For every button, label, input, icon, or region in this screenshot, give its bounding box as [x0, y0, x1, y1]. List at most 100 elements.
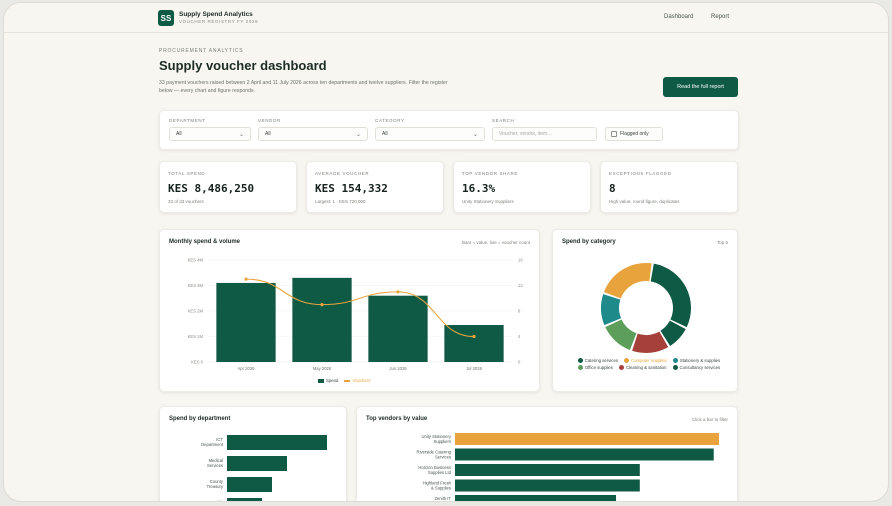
page-eyebrow: PROCUREMENT ANALYTICS	[159, 48, 244, 54]
search-filter-label: SEARCH	[492, 118, 515, 123]
legend-label: Catering services	[584, 358, 618, 363]
category-slice[interactable]	[660, 320, 686, 346]
department-select-value: All	[176, 131, 182, 137]
legend-dot	[624, 358, 629, 363]
department-bar[interactable]	[227, 456, 287, 471]
read-full-report-button[interactable]: Read the full report	[663, 77, 738, 97]
voucher-count-line	[245, 278, 475, 338]
app-title: Supply Spend Analytics	[179, 11, 253, 18]
x-tick-label: Apr 2026	[238, 366, 256, 371]
monthly-spend-note: Bars = value, line = voucher count	[461, 240, 530, 245]
y-tick-label: KES 2M	[188, 309, 204, 314]
vendor-bar[interactable]	[455, 479, 640, 492]
nav-dashboard-link[interactable]: Dashboard	[664, 14, 694, 20]
legend-vouchers: Vouchers	[344, 378, 370, 383]
kpi-label: EXCEPTIONS FLAGGED	[609, 171, 672, 176]
category-slice[interactable]	[632, 331, 669, 353]
legend-label: Stationery & supplies	[679, 358, 721, 363]
kpi-subtext: 33 of 33 vouchers	[168, 199, 204, 204]
voucher-count-point[interactable]	[396, 290, 400, 294]
y2-tick-label: 4	[518, 334, 521, 339]
category-select-value: All	[382, 131, 388, 137]
department-filter-label: DEPARTMENT	[169, 118, 206, 123]
kpi-value: KES 154,332	[315, 182, 388, 195]
category-filter-label: CATEGORY	[375, 118, 405, 123]
kpi-value: KES 8,486,250	[168, 182, 255, 195]
voucher-count-point[interactable]	[472, 334, 476, 339]
y-tick-label: KES 0	[191, 360, 204, 365]
department-label: PublicWorks	[211, 500, 223, 502]
legend-label: Consultancy services	[679, 365, 721, 370]
legend-swatch	[344, 379, 351, 382]
department-bar[interactable]	[227, 498, 262, 502]
category-donut-chart	[601, 263, 691, 353]
legend-dot	[672, 358, 678, 363]
vendor-select-value: All	[265, 131, 271, 137]
legend-swatch	[318, 378, 324, 383]
x-tick-label: Jul 2026	[466, 366, 483, 371]
monthly-spend-card: Monthly spend & volume Bars = value, lin…	[159, 229, 540, 392]
legend-label: Office supplies	[584, 365, 613, 370]
monthly-spend-chart: KES 0 KES 1M KES 2M KES 3M KES 4M 0 4 8 12 16 Apr …	[188, 258, 524, 372]
kpi-label: TOP VENDOR SHARE	[462, 171, 518, 176]
vendor-bar[interactable]	[455, 448, 714, 461]
category-legend-item: Stationery & supplies	[672, 358, 721, 363]
y2-tick-label: 8	[518, 309, 521, 314]
spend-bar[interactable]	[292, 277, 352, 362]
y-tick-label: KES 3M	[188, 283, 204, 288]
chevron-down-icon: ⌄	[355, 131, 361, 138]
flagged-only-checkbox[interactable]: Flagged only	[605, 127, 663, 141]
department-spend-title: Spend by department	[169, 416, 231, 422]
kpi-subtext: Unity Stationery Suppliers	[462, 199, 514, 204]
top-vendors-title: Top vendors by value	[366, 416, 428, 422]
spend-bar[interactable]	[368, 295, 428, 362]
category-legend-item: Catering services	[577, 358, 618, 363]
voucher-count-point[interactable]	[244, 277, 248, 281]
voucher-count-point[interactable]	[320, 303, 324, 307]
vendor-bar[interactable]	[455, 495, 617, 502]
department-select[interactable]: All ⌄	[169, 127, 251, 141]
kpi-label: AVERAGE VOUCHER	[315, 171, 370, 176]
category-spend-note: Top 6	[716, 240, 728, 245]
top-navigation-bar: SS Supply Spend Analytics VOUCHER REGIST…	[4, 3, 888, 33]
top-vendors-note[interactable]: Click a bar to filter	[691, 417, 728, 422]
category-legend: Catering services Computer supplies Statio…	[569, 358, 729, 370]
kpi-subtext: High value, round figure, duplicates	[609, 199, 680, 204]
department-bar[interactable]	[227, 477, 272, 492]
top-vendors-card: Top vendors by value Click a bar to filt…	[356, 406, 738, 502]
category-slice[interactable]	[601, 294, 622, 326]
legend-dot	[577, 365, 583, 370]
vendor-bar[interactable]	[455, 464, 640, 476]
category-slice[interactable]	[605, 319, 637, 351]
y2-tick-label: 0	[518, 360, 521, 365]
x-tick-label: Jun 2026	[389, 366, 407, 371]
legend-label: Vouchers	[352, 378, 371, 383]
kpi-subtext: Largest: 1 · KES 720,000	[315, 199, 366, 204]
category-spend-card: Spend by category Top 6 Catering service…	[552, 229, 738, 392]
category-slice[interactable]	[650, 263, 691, 328]
department-bar[interactable]	[227, 435, 327, 450]
vendor-select[interactable]: All ⌄	[258, 127, 368, 141]
department-bar-chart: ICT Department Medical Services County Treasu…	[201, 435, 327, 502]
kpi-value: 8	[609, 182, 616, 195]
category-slice[interactable]	[603, 263, 652, 299]
vendor-label: Horizon Business Supplies Ltd	[418, 465, 451, 475]
y-tick-label: KES 1M	[188, 334, 204, 339]
vendor-label: Highland Fresh & Supplies	[423, 481, 452, 491]
department-label: ICT Department	[201, 437, 224, 447]
search-input[interactable]: Voucher, vendor, item…	[492, 127, 597, 141]
app-logo: SS	[158, 10, 174, 26]
x-tick-label: May 2026	[313, 366, 332, 371]
y2-tick-label: 16	[518, 258, 523, 263]
monthly-legend: Spend Vouchers	[318, 378, 370, 383]
app-window: SS Supply Spend Analytics VOUCHER REGIST…	[3, 2, 889, 502]
vendor-label: Riverside Catering Services	[417, 450, 452, 460]
category-select[interactable]: All ⌄	[375, 127, 485, 141]
spend-bar[interactable]	[216, 282, 276, 362]
category-legend-item: Computer supplies	[624, 358, 667, 363]
kpi-card-total-spend: TOTAL SPEND KES 8,486,250 33 of 33 vouch…	[159, 161, 297, 213]
nav-report-link[interactable]: Report	[711, 14, 730, 20]
page-title: Supply voucher dashboard	[159, 58, 327, 73]
category-legend-item: Office supplies	[577, 365, 613, 370]
vendor-bar[interactable]	[455, 433, 719, 445]
